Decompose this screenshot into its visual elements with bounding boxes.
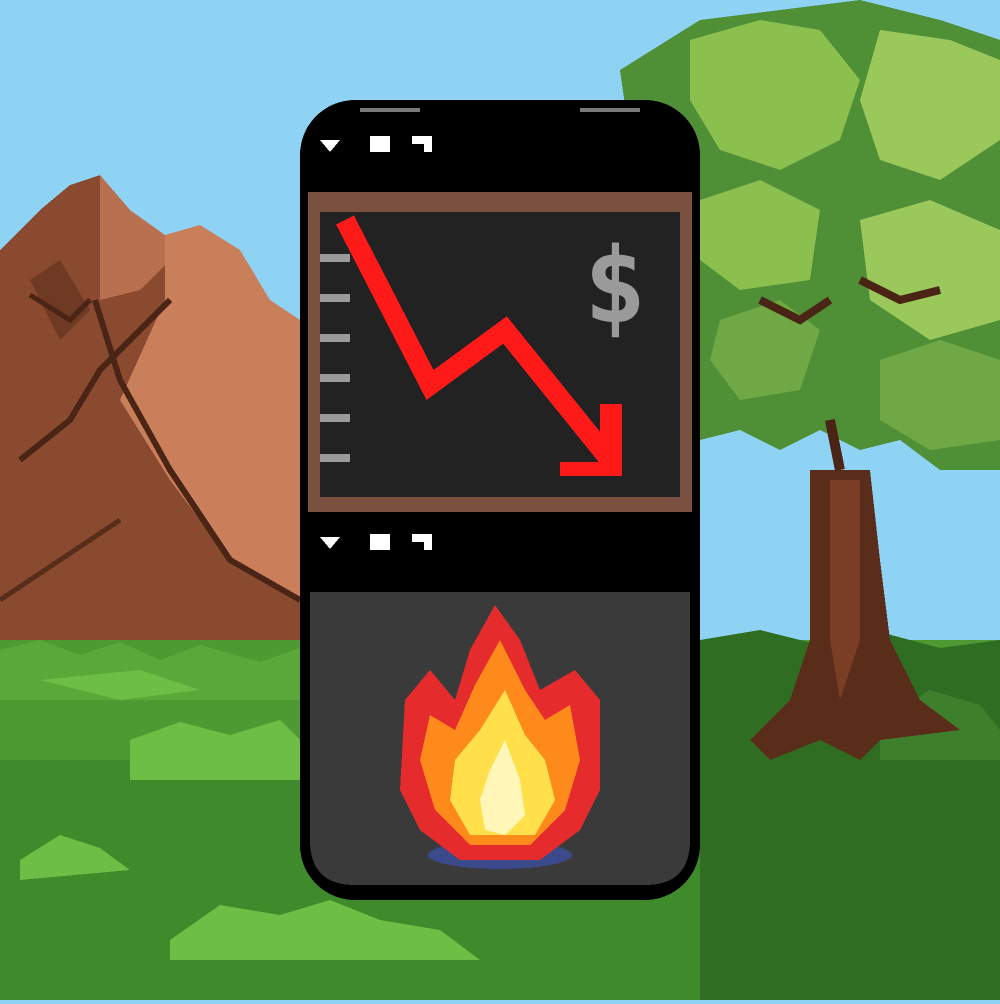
phone[interactable]: $: [300, 100, 700, 900]
chart-ticks: [320, 254, 350, 462]
tree-foliage: [620, 0, 1000, 470]
tree: [620, 0, 1000, 760]
chart-tick: [320, 334, 350, 342]
dollar-sign-symbol: $: [584, 225, 647, 347]
chart-tick: [320, 254, 350, 262]
phone-top-bar-highlight-right: [580, 108, 640, 112]
chart-screen[interactable]: $: [308, 192, 692, 512]
phone-top-bar-highlight-left: [360, 108, 420, 112]
fire-icon: [400, 605, 600, 869]
battery-icon: [370, 136, 390, 152]
mountains: [0, 175, 302, 660]
top-status-bar: [320, 136, 432, 152]
signal-icon: [412, 136, 432, 152]
chart-tick: [320, 414, 350, 422]
signal-icon: [412, 534, 432, 550]
chart-tick: [320, 374, 350, 382]
chart-tick: [320, 454, 350, 462]
chart-tick: [320, 294, 350, 302]
fire-panel[interactable]: [310, 592, 690, 885]
trend-arrow-head: [560, 404, 622, 476]
wifi-icon: [320, 140, 340, 152]
battery-icon: [370, 534, 390, 550]
wifi-icon: [320, 537, 340, 549]
bottom-status-bar: [320, 534, 432, 550]
trend-line: [336, 215, 618, 467]
